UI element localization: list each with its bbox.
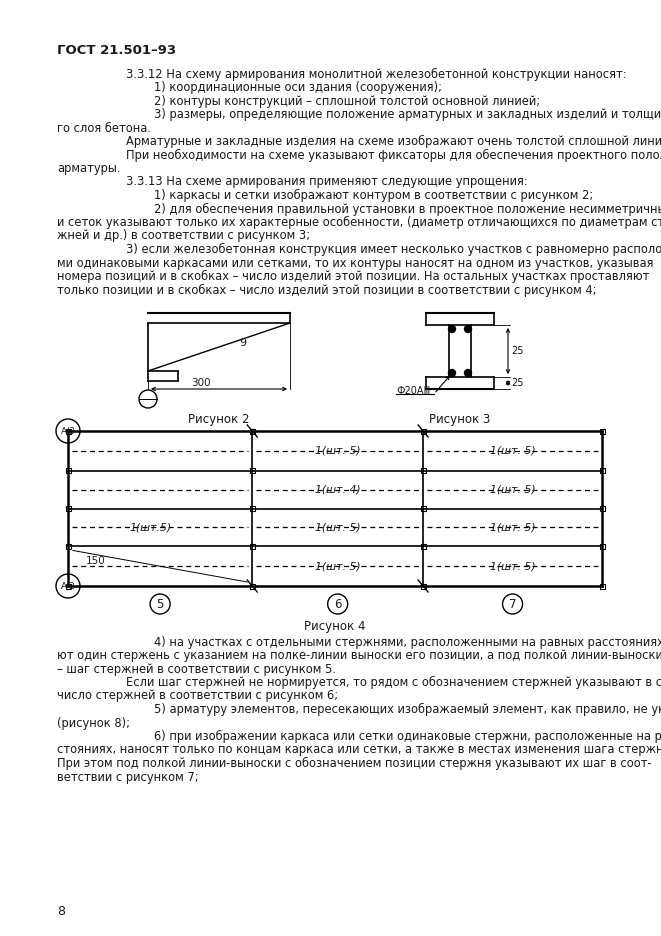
Text: 1(шт. 5): 1(шт. 5) bbox=[315, 522, 360, 533]
Text: 8: 8 bbox=[57, 905, 65, 918]
Text: 25: 25 bbox=[511, 378, 524, 388]
Text: 3.3.12 На схему армирования монолитной железобетонной конструкции наносят:: 3.3.12 На схему армирования монолитной ж… bbox=[126, 67, 626, 80]
Text: А/2: А/2 bbox=[61, 581, 75, 591]
Text: ветствии с рисунком 7;: ветствии с рисунком 7; bbox=[57, 770, 198, 783]
Bar bbox=[250, 544, 254, 549]
Text: (рисунок 8);: (рисунок 8); bbox=[57, 716, 130, 729]
Text: 5: 5 bbox=[157, 597, 164, 610]
Bar bbox=[600, 583, 605, 589]
Bar bbox=[420, 583, 426, 589]
Text: 7: 7 bbox=[509, 597, 516, 610]
Bar bbox=[65, 506, 71, 511]
Text: стояниях, наносят только по концам каркаса или сетки, а также в местах изменения: стояниях, наносят только по концам карка… bbox=[57, 743, 661, 756]
Text: 1(шт. 5): 1(шт. 5) bbox=[315, 446, 360, 456]
Text: 5) арматуру элементов, пересекающих изображаемый элемент, как правило, не указыв: 5) арматуру элементов, пересекающих изоб… bbox=[154, 703, 661, 716]
Text: 1(шт. 5): 1(шт. 5) bbox=[315, 562, 360, 571]
Bar bbox=[250, 468, 254, 473]
Text: 2) контуры конструкций – сплошной толстой основной линией;: 2) контуры конструкций – сплошной толсто… bbox=[154, 95, 540, 108]
Text: 1(шт. 5): 1(шт. 5) bbox=[490, 446, 535, 456]
Text: 6) при изображении каркаса или сетки одинаковые стержни, расположенные на равных: 6) при изображении каркаса или сетки оди… bbox=[154, 730, 661, 743]
Text: ГОСТ 21.501–93: ГОСТ 21.501–93 bbox=[57, 44, 176, 57]
Bar bbox=[250, 506, 254, 511]
Bar bbox=[65, 583, 71, 589]
Text: Рисунок 2: Рисунок 2 bbox=[188, 413, 250, 426]
Text: А/3: А/3 bbox=[61, 427, 75, 435]
Text: жней и др.) в соответствии с рисунком 3;: жней и др.) в соответствии с рисунком 3; bbox=[57, 229, 310, 242]
Circle shape bbox=[465, 326, 471, 332]
Text: 3) если железобетонная конструкция имеет несколько участков с равномерно располо: 3) если железобетонная конструкция имеет… bbox=[126, 243, 661, 256]
Text: При этом под полкой линии-выноски с обозначением позиции стержня указывают их ша: При этом под полкой линии-выноски с обоз… bbox=[57, 757, 652, 770]
Text: Ф20АⅢ: Ф20АⅢ bbox=[396, 386, 430, 396]
Text: 1(шт. 4): 1(шт. 4) bbox=[315, 485, 360, 494]
Text: 1(шт. 5): 1(шт. 5) bbox=[490, 562, 535, 571]
Text: число стержней в соответствии с рисунком 6;: число стержней в соответствии с рисунком… bbox=[57, 690, 338, 703]
Circle shape bbox=[449, 370, 455, 376]
Text: 150: 150 bbox=[86, 556, 106, 566]
Text: Арматурные и закладные изделия на схеме изображают очень толстой сплошной линией: Арматурные и закладные изделия на схеме … bbox=[126, 135, 661, 148]
Bar bbox=[65, 544, 71, 549]
Text: ми одинаковыми каркасами или сетками, то их контуры наносят на одном из участков: ми одинаковыми каркасами или сетками, то… bbox=[57, 256, 654, 270]
Text: только позиции и в скобках – число изделий этой позиции в соответствии с рисунко: только позиции и в скобках – число издел… bbox=[57, 284, 596, 297]
Bar bbox=[420, 429, 426, 433]
Bar bbox=[420, 506, 426, 511]
Text: 1(шт.5): 1(шт.5) bbox=[129, 522, 171, 533]
Text: 300: 300 bbox=[191, 378, 211, 388]
Text: – шаг стержней в соответствии с рисунком 5.: – шаг стержней в соответствии с рисунком… bbox=[57, 663, 336, 676]
Text: При необходимости на схеме указывают фиксаторы для обеспечения проектного положе: При необходимости на схеме указывают фик… bbox=[126, 149, 661, 162]
Bar bbox=[600, 468, 605, 473]
Text: го слоя бетона.: го слоя бетона. bbox=[57, 122, 151, 135]
Bar bbox=[600, 544, 605, 549]
Text: 3) размеры, определяющие положение арматурных и закладных изделий и толщину защи: 3) размеры, определяющие положение армат… bbox=[154, 108, 661, 121]
Circle shape bbox=[449, 326, 455, 332]
Text: и сеток указывают только их характерные особенности, (диаметр отличающихся по ди: и сеток указывают только их характерные … bbox=[57, 216, 661, 229]
Text: 1) каркасы и сетки изображают контуром в соответствии с рисунком 2;: 1) каркасы и сетки изображают контуром в… bbox=[154, 189, 594, 202]
Text: 1(шт. 5): 1(шт. 5) bbox=[490, 522, 535, 533]
Bar bbox=[600, 429, 605, 433]
Text: 2) для обеспечения правильной установки в проектное положение несимметричных кар: 2) для обеспечения правильной установки … bbox=[154, 202, 661, 215]
Text: ют один стержень с указанием на полке-линии выноски его позиции, а под полкой ли: ют один стержень с указанием на полке-ли… bbox=[57, 649, 661, 662]
Bar bbox=[250, 583, 254, 589]
Text: 3.3.13 На схеме армирования применяют следующие упрощения:: 3.3.13 На схеме армирования применяют сл… bbox=[126, 175, 527, 188]
Text: номера позиций и в скобках – число изделий этой позиции. На остальных участках п: номера позиций и в скобках – число издел… bbox=[57, 270, 649, 283]
Text: 4) на участках с отдельными стержнями, расположенными на равных расстояниях, изо: 4) на участках с отдельными стержнями, р… bbox=[154, 636, 661, 649]
Text: 9: 9 bbox=[239, 338, 247, 348]
Text: 1) координационные оси здания (сооружения);: 1) координационные оси здания (сооружени… bbox=[154, 81, 442, 94]
Text: 6: 6 bbox=[334, 597, 342, 610]
Bar bbox=[65, 429, 71, 433]
Text: Рисунок 4: Рисунок 4 bbox=[304, 620, 366, 633]
Bar bbox=[420, 468, 426, 473]
Bar bbox=[420, 544, 426, 549]
Circle shape bbox=[465, 370, 471, 376]
Text: 1(шт. 5): 1(шт. 5) bbox=[490, 485, 535, 494]
Text: Рисунок 3: Рисунок 3 bbox=[429, 413, 490, 426]
Bar bbox=[250, 429, 254, 433]
Text: 25: 25 bbox=[511, 346, 524, 356]
Bar bbox=[65, 468, 71, 473]
Text: арматуры.: арматуры. bbox=[57, 162, 120, 175]
Bar bbox=[600, 506, 605, 511]
Text: Если шаг стержней не нормируется, то рядом с обозначением стержней указывают в с: Если шаг стержней не нормируется, то ряд… bbox=[126, 676, 661, 689]
